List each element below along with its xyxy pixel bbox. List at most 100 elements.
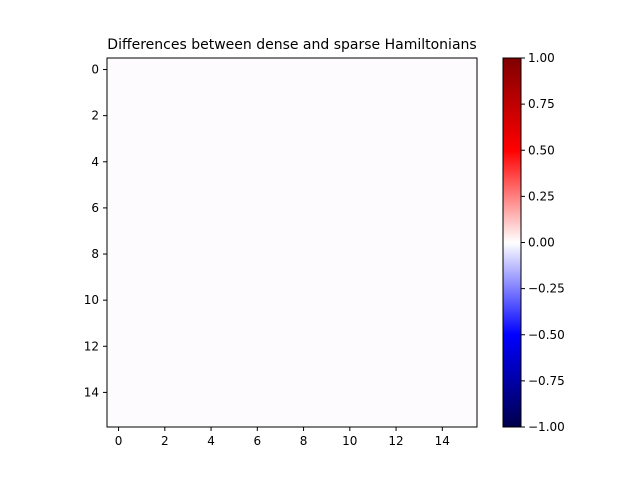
x-tick-label: 0: [115, 434, 123, 448]
heatmap-cell: [292, 127, 316, 151]
plot-frame: [106, 57, 478, 428]
heatmap-cell: [384, 311, 408, 336]
heatmap-cell: [338, 334, 362, 359]
heatmap-cell: [222, 288, 247, 312]
colorbar-tick-label: −0.50: [528, 328, 565, 342]
heatmap-cell: [292, 173, 316, 197]
heatmap-cell: [361, 403, 385, 428]
heatmap-cell: [384, 81, 408, 105]
heatmap-cell: [176, 58, 200, 82]
heatmap-cell: [407, 219, 432, 243]
heatmap-cell: [153, 127, 177, 151]
heatmap-cell: [107, 196, 131, 220]
heatmap-cell: [130, 81, 154, 105]
heatmap-cell: [407, 288, 432, 312]
x-tick-label: 8: [300, 434, 308, 448]
heatmap-cell: [245, 357, 270, 382]
heatmap-cell: [245, 219, 270, 243]
colorbar-tick-label: −0.75: [528, 374, 565, 388]
heatmap-cell: [222, 311, 247, 336]
heatmap-cell: [430, 242, 455, 266]
heatmap-cell: [176, 334, 200, 359]
heatmap-cell: [153, 219, 177, 243]
heatmap-cell: [199, 403, 223, 428]
heatmap-cell: [268, 265, 293, 289]
heatmap-cell: [245, 196, 270, 220]
heatmap-cell: [315, 311, 339, 336]
heatmap-cell: [222, 196, 247, 220]
heatmap-cell: [407, 265, 432, 289]
heatmap-cell: [130, 242, 154, 266]
heatmap-cell: [107, 288, 131, 312]
heatmap-cell: [315, 104, 339, 128]
heatmap-cell: [384, 403, 408, 428]
heatmap-cell: [107, 81, 131, 105]
heatmap-cell: [199, 311, 223, 336]
heatmap-cell: [338, 403, 362, 428]
heatmap-cell: [176, 104, 200, 128]
heatmap-cell: [338, 58, 362, 82]
heatmap-cell: [361, 127, 385, 151]
heatmap-cell: [453, 357, 478, 382]
heatmap-cell: [245, 58, 270, 82]
heatmap-cell: [153, 334, 177, 359]
y-tick-label: 12: [84, 339, 99, 353]
heatmap-cell: [338, 150, 362, 174]
heatmap-cell: [130, 196, 154, 220]
heatmap-cell: [361, 265, 385, 289]
heatmap-cell: [361, 58, 385, 82]
heatmap-cell: [222, 265, 247, 289]
heatmap-cell: [268, 196, 293, 220]
heatmap-cell: [453, 403, 478, 428]
heatmap-cell: [153, 81, 177, 105]
heatmap-cell: [107, 127, 131, 151]
heatmap-cell: [315, 357, 339, 382]
heatmap-cell: [268, 173, 293, 197]
heatmap-cell: [199, 288, 223, 312]
heatmap-cell: [453, 219, 478, 243]
heatmap-cell: [199, 334, 223, 359]
heatmap-cell: [407, 403, 432, 428]
colorbar-ticks: 1.00 0.75 0.50 0.25 0.00 −0.25 −0.50 −0.75 −1.00: [521, 51, 565, 434]
heatmap-cell: [245, 380, 270, 405]
heatmap-cell: [315, 265, 339, 289]
colorbar: [502, 57, 522, 428]
heatmap-cell: [384, 127, 408, 151]
heatmap-cell: [268, 219, 293, 243]
heatmap-cell: [361, 288, 385, 312]
heatmap-cell: [407, 311, 432, 336]
heatmap-cell: [430, 357, 455, 382]
heatmap-cell: [430, 81, 455, 105]
heatmap-cell: [384, 219, 408, 243]
heatmap-cell: [384, 58, 408, 82]
heatmap-cell: [430, 265, 455, 289]
heatmap-cell: [107, 219, 131, 243]
heatmap-cell: [361, 242, 385, 266]
heatmap-cell: [176, 242, 200, 266]
heatmap-cell: [407, 196, 432, 220]
heatmap-cell: [338, 104, 362, 128]
y-tick-label: 0: [91, 63, 99, 77]
heatmap-cell: [430, 104, 455, 128]
heatmap-cell: [176, 127, 200, 151]
heatmap-cell: [292, 265, 316, 289]
heatmap-cell: [453, 288, 478, 312]
heatmap-cell: [222, 357, 247, 382]
heatmap-cell: [292, 150, 316, 174]
heatmap-cell: [199, 380, 223, 405]
heatmap-cell: [130, 150, 154, 174]
heatmap-cell: [130, 104, 154, 128]
heatmap-cell: [245, 334, 270, 359]
heatmap-cell: [245, 311, 270, 336]
heatmap-cell: [176, 173, 200, 197]
heatmap-cell: [384, 104, 408, 128]
heatmap-cell: [153, 104, 177, 128]
heatmap-cell: [453, 242, 478, 266]
heatmap-cell: [292, 219, 316, 243]
heatmap-cell: [130, 403, 154, 428]
heatmap-cell: [361, 311, 385, 336]
x-axis-ticks: 0 2 4 6 8 10 12 14: [115, 427, 450, 448]
heatmap-cell: [268, 104, 293, 128]
heatmap-cell: [453, 334, 478, 359]
heatmap-cell: [338, 81, 362, 105]
